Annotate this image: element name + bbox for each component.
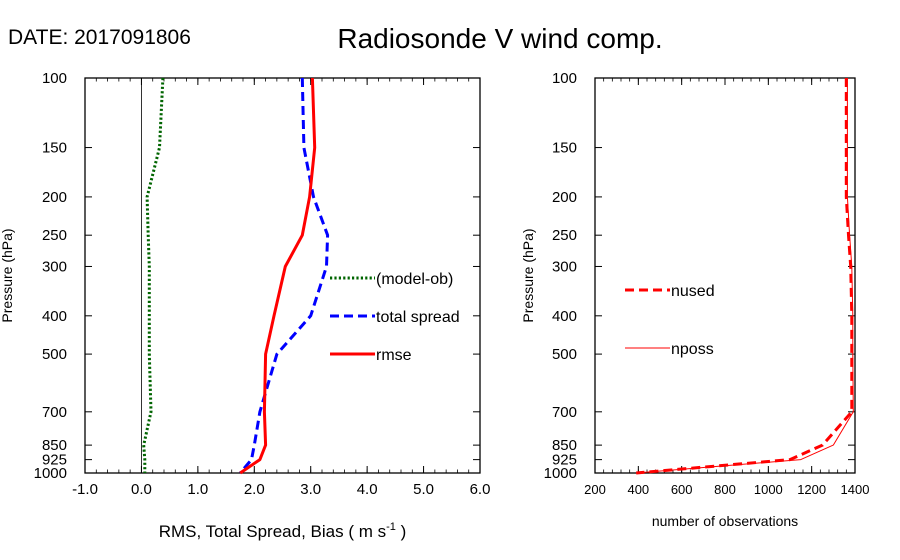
left-ytick-label: 200 <box>42 189 67 206</box>
right-ytick-label: 250 <box>552 227 577 244</box>
right-xtick-label: 1400 <box>841 482 870 497</box>
right-ytick-label: 400 <box>552 308 577 325</box>
left-xtick-label: 5.0 <box>413 481 434 498</box>
right-y-axis-label: Pressure (hPa) <box>520 228 536 322</box>
left-series-line-model-ob <box>142 77 165 473</box>
right-ytick-label: 850 <box>552 437 577 454</box>
right-xtick-label: 400 <box>627 482 649 497</box>
left-xtick-label: 0.0 <box>131 481 152 498</box>
left-ytick-label: 1000 <box>34 465 67 482</box>
right-ytick-label: 1000 <box>544 465 577 482</box>
left-panel-rms-spread-bias: -1.0 0.0 1.0 2.0 3.0 4.0 5.0 6.0 100 150 200 250 300… <box>0 70 490 541</box>
left-y-axis-label: Pressure (hPa) <box>0 228 15 322</box>
right-ytick-label: 925 <box>552 452 577 469</box>
right-ytick-label: 500 <box>552 346 577 363</box>
left-ytick-label: 300 <box>42 258 67 275</box>
right-xtick-label: 600 <box>671 482 693 497</box>
right-ytick-label: 700 <box>552 404 577 421</box>
left-legend-label: (model-ob) <box>376 271 453 288</box>
left-xtick-label: 6.0 <box>470 481 491 498</box>
left-x-axis-label: RMS, Total Spread, Bias ( m s-1 ) <box>159 521 407 541</box>
left-xtick-label: 3.0 <box>300 481 321 498</box>
left-xtick-label: -1.0 <box>72 481 98 498</box>
right-series-line-nposs <box>636 78 854 474</box>
right-x-axis-label: number of observations <box>652 513 798 529</box>
x-axis-label-main: RMS, Total Spread, Bias ( m s <box>159 522 386 541</box>
right-ytick-label: 300 <box>552 258 577 275</box>
date-label: DATE: 2017091806 <box>8 26 191 49</box>
left-xtick-label: 2.0 <box>244 481 265 498</box>
left-ytick-label: 925 <box>42 452 67 469</box>
left-ytick-label: 150 <box>42 140 67 157</box>
right-series-line-nused <box>636 78 854 475</box>
right-legend-label: nused <box>671 283 715 300</box>
right-xtick-label: 800 <box>714 482 736 497</box>
figure-title: Radiosonde V wind comp. <box>337 23 662 54</box>
left-ytick-label: 100 <box>42 70 67 87</box>
right-panel-observation-counts: 200 400 600 800 1000 1200 1400 100 150 200 250 300 4… <box>520 70 869 529</box>
x-axis-label-end: ) <box>396 522 406 541</box>
right-legend-label: nposs <box>671 341 714 358</box>
left-ytick-label: 500 <box>42 346 67 363</box>
right-xtick-label: 200 <box>584 482 606 497</box>
x-axis-label-exponent: -1 <box>386 521 396 533</box>
left-xtick-label: 4.0 <box>357 481 378 498</box>
left-plot-frame <box>84 77 481 474</box>
left-legend-label: total spread <box>376 309 460 326</box>
right-xtick-label: 1200 <box>797 482 826 497</box>
right-ytick-label: 100 <box>552 70 577 87</box>
right-xtick-label: 1000 <box>754 482 783 497</box>
left-legend-label: rmse <box>376 347 412 364</box>
left-xtick-label: 1.0 <box>187 481 208 498</box>
left-ytick-label: 250 <box>42 227 67 244</box>
right-ytick-label: 150 <box>552 140 577 157</box>
right-plot-frame <box>594 77 856 474</box>
left-ytick-label: 850 <box>42 437 67 454</box>
left-series-line-rmse <box>239 77 317 475</box>
left-ytick-label: 400 <box>42 308 67 325</box>
right-ytick-label: 200 <box>552 189 577 206</box>
left-ytick-label: 700 <box>42 404 67 421</box>
